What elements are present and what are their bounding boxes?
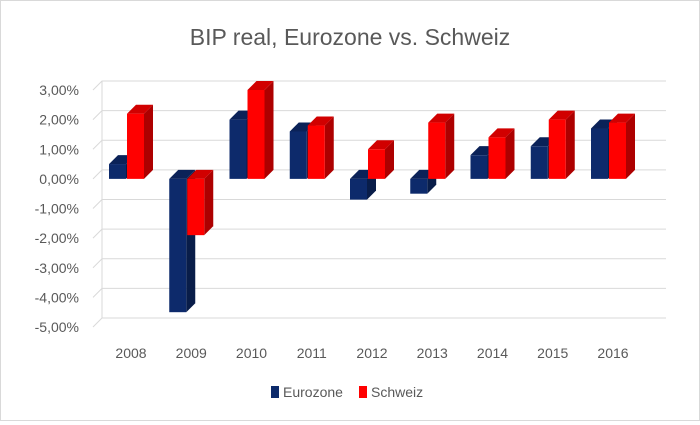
x-tick-label: 2015 (537, 345, 568, 361)
legend-swatch (271, 386, 279, 398)
legend-swatch (359, 386, 367, 398)
bar-schweiz-2015 (548, 110, 575, 179)
x-tick-label: 2016 (597, 345, 628, 361)
y-tick-label: -2,00% (35, 230, 79, 246)
y-tick-label: -5,00% (35, 319, 79, 335)
y-tick-label: -4,00% (35, 289, 79, 305)
bar-schweiz-2008 (127, 104, 153, 179)
gridlines (92, 80, 666, 328)
bar-schweiz-2010 (247, 81, 274, 179)
x-axis-ticks: 2008 2009 2010 2011 2012 2013 2014 2015 2016 (115, 345, 628, 361)
y-tick-label: 0,00% (39, 171, 79, 187)
legend-item-schweiz: Schweiz (359, 384, 423, 400)
x-tick-label: 2010 (236, 345, 267, 361)
y-axis-ticks: 3,00% 2,00% 1,00% 0,00% -1,00% -2,00% -3,00% -4… (35, 82, 79, 335)
bar-schweiz-2016 (609, 113, 635, 179)
bar-schweiz-2013 (428, 113, 455, 179)
y-tick-label: 2,00% (39, 112, 79, 128)
y-tick-label: 3,00% (39, 82, 79, 98)
legend: Eurozone Schweiz (271, 384, 423, 400)
x-tick-label: 2013 (417, 345, 448, 361)
y-tick-label: 1,00% (39, 141, 79, 157)
x-tick-label: 2011 (297, 345, 327, 361)
bar-series (109, 81, 635, 313)
legend-label: Eurozone (283, 384, 343, 400)
bar-schweiz-2012 (368, 140, 394, 179)
x-tick-label: 2014 (477, 345, 508, 361)
bar-schweiz-2011 (307, 116, 334, 179)
gridline (92, 80, 666, 91)
gridline (92, 110, 666, 120)
gridline (92, 317, 666, 328)
bar-schweiz-2009 (187, 169, 214, 236)
bar-schweiz-2014 (488, 128, 515, 179)
x-tick-label: 2008 (115, 345, 146, 361)
y-tick-label: -3,00% (35, 260, 79, 276)
legend-label: Schweiz (371, 384, 423, 400)
chart-title: BIP real, Eurozone vs. Schweiz (190, 24, 510, 50)
x-tick-label: 2009 (176, 345, 207, 361)
y-tick-label: -1,00% (35, 201, 79, 217)
x-tick-label: 2012 (356, 345, 387, 361)
legend-item-eurozone: Eurozone (271, 384, 343, 400)
